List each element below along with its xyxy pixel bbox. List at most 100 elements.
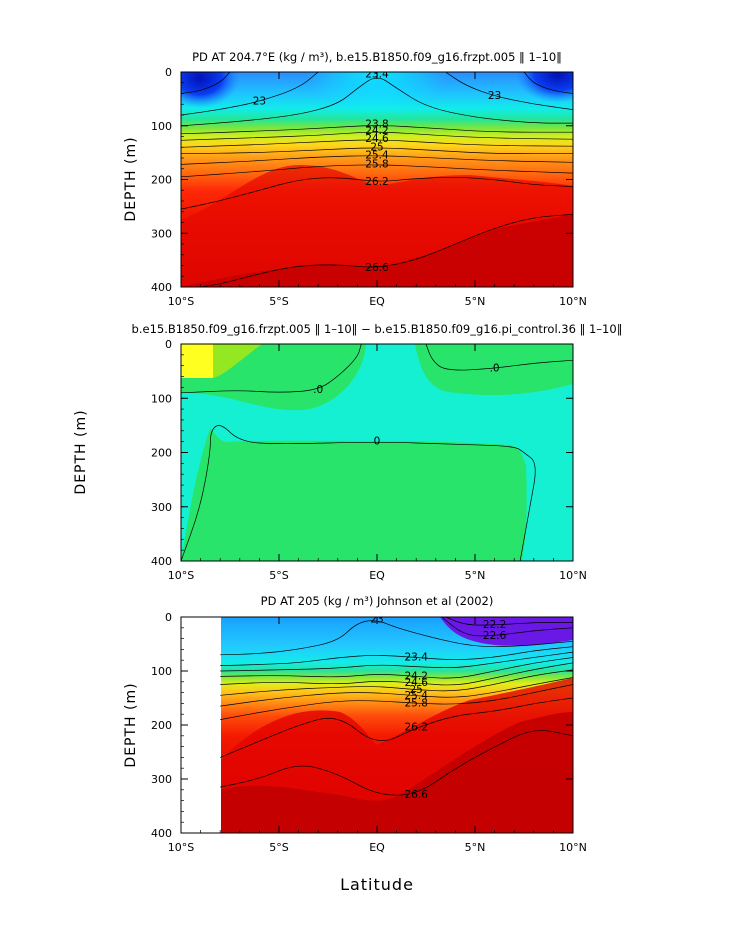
- figure-xlabel: Latitude: [340, 875, 414, 894]
- panel2-ylabel: DEPTH (m): [73, 409, 89, 494]
- panel2: .0 .0 0 10°S 5°S EQ 5°N 10°N 0 100 200 300 400 DEPT…: [73, 338, 587, 582]
- contour-line: [181, 125, 573, 135]
- y-tick-label: 200: [151, 174, 172, 187]
- x-tick-label: 10°N: [559, 841, 587, 854]
- x-tick-label: 5°N: [465, 569, 486, 582]
- panel2-title: b.e15.B1850.f09_g16.frzpt.005 ‖ 1–10‖ − …: [132, 322, 623, 336]
- contour-label: 22.2: [483, 619, 506, 631]
- y-tick-label: 0: [165, 338, 172, 351]
- y-tick-label: 0: [165, 66, 172, 79]
- contour-label: 26.2: [405, 722, 428, 734]
- y-tick-label: 400: [151, 281, 172, 294]
- x-tick-label: EQ: [369, 295, 385, 308]
- contour-line: [445, 617, 573, 626]
- contour-line: [220, 684, 573, 720]
- x-tick-label: EQ: [369, 841, 385, 854]
- contour-line: [181, 77, 573, 127]
- contour-line: [181, 147, 573, 155]
- contour-label: 25.8: [405, 697, 428, 709]
- contour-label: 0: [374, 436, 381, 448]
- contour-line: [181, 155, 573, 165]
- contour-line: [220, 646, 573, 666]
- y-tick-label: 200: [151, 719, 172, 732]
- panel3: 22.222.62323.424.224.62525.425.826.226.6…: [123, 611, 587, 854]
- panel3-title: PD AT 205 (kg / m³) Johnson et al (2002): [261, 594, 494, 608]
- y-tick-label: 300: [151, 773, 172, 786]
- contour-line: [523, 72, 573, 94]
- contour-label: 25.4: [405, 690, 429, 702]
- x-tick-label: 10°S: [168, 841, 194, 854]
- panel2-axes: 10°S 5°S EQ 5°N 10°N 0 100 200 300 400: [151, 338, 587, 582]
- x-tick-label: EQ: [369, 569, 385, 582]
- contour-label: 22.6: [483, 630, 507, 642]
- contour-line: [198, 214, 573, 287]
- contour-line: [220, 662, 573, 686]
- contour-line: [181, 72, 231, 94]
- x-tick-label: 5°S: [269, 569, 288, 582]
- contour-label: 24.2: [365, 125, 388, 137]
- panel3-axes: 10°S 5°S EQ 5°N 10°N 0 100 200 300 400: [151, 611, 587, 854]
- contour-line: [181, 176, 573, 210]
- y-tick-label: 400: [151, 827, 172, 840]
- contour-label: 23: [253, 96, 266, 108]
- contour-line: [220, 620, 573, 656]
- contour-line: [441, 617, 573, 637]
- panel1-ylabel: DEPTH (m): [123, 136, 139, 221]
- contour-line: [181, 131, 573, 141]
- contour-line: [425, 344, 573, 371]
- contour-line: [181, 344, 362, 394]
- contour-line: [220, 677, 573, 707]
- x-tick-label: 10°N: [559, 295, 587, 308]
- contour-label: 23.4: [405, 652, 429, 664]
- panel2-contours: .0 .0 0: [181, 344, 573, 561]
- y-tick-label: 300: [151, 227, 172, 240]
- x-tick-label: 5°S: [269, 295, 288, 308]
- y-tick-label: 400: [151, 555, 172, 568]
- contour-label: .0: [490, 362, 500, 374]
- contour-label: 25: [410, 684, 423, 696]
- contour-line: [181, 164, 573, 178]
- y-tick-label: 300: [151, 501, 172, 514]
- contour-label: 24.6: [365, 133, 389, 145]
- contour-line: [220, 651, 573, 672]
- contour-label: 23: [488, 90, 501, 102]
- contour-label: 24.6: [405, 677, 429, 689]
- contour-line: [181, 425, 536, 561]
- y-tick-label: 0: [165, 611, 172, 624]
- panel2-fill: .0 .0 0: [181, 344, 573, 561]
- contour-label: .0: [313, 384, 323, 396]
- contour-line: [220, 697, 573, 758]
- y-tick-label: 200: [151, 447, 172, 460]
- contour-label: 25.8: [365, 158, 388, 170]
- contour-line: [181, 72, 319, 116]
- contour-label: 25: [370, 141, 383, 153]
- contour-line: [181, 139, 573, 148]
- x-tick-label: 10°N: [559, 569, 587, 582]
- x-tick-label: 5°N: [465, 295, 486, 308]
- contour-label: 26.6: [405, 789, 429, 801]
- y-tick-label: 100: [151, 665, 172, 678]
- contour-label: 24.2: [405, 670, 428, 682]
- panel1-title: PD AT 204.7°E (kg / m³), b.e15.B1850.f09…: [192, 50, 562, 64]
- contour-label: 26.2: [365, 176, 388, 188]
- contour-line: [220, 657, 573, 679]
- contour-label: 23.8: [365, 119, 388, 131]
- x-tick-label: 10°S: [168, 295, 194, 308]
- x-tick-label: 5°N: [465, 841, 486, 854]
- panel3-ylabel: DEPTH (m): [123, 682, 139, 767]
- y-tick-label: 100: [151, 120, 172, 133]
- contour-line: [445, 72, 573, 110]
- x-tick-label: 10°S: [168, 569, 194, 582]
- y-tick-label: 100: [151, 392, 172, 405]
- x-tick-label: 5°S: [269, 841, 288, 854]
- contour-line: [220, 730, 573, 796]
- contour-label: 25.4: [365, 149, 389, 161]
- contour-line: [220, 669, 573, 696]
- panel1-axes: 10°S 5°S EQ 5°N 10°N 0 100 200 300 400: [151, 66, 587, 308]
